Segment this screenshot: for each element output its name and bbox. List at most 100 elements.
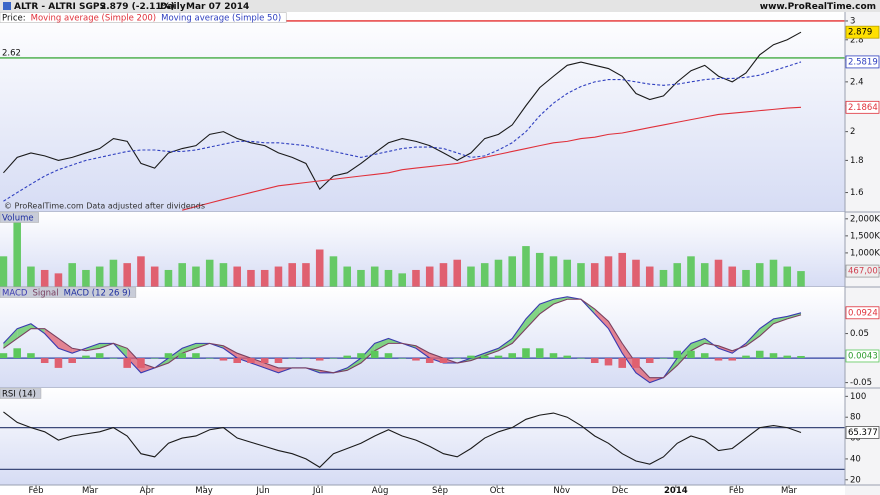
bar <box>742 269 750 287</box>
macd-ribbon <box>470 353 485 361</box>
y-tick-label: 1,500K <box>850 231 880 241</box>
bar <box>68 358 76 363</box>
value-tag <box>845 349 880 363</box>
macd-ribbon <box>512 318 526 344</box>
x-tick-label: Feb <box>729 486 744 495</box>
bar <box>233 266 241 287</box>
panel-background <box>0 287 845 388</box>
x-tick-label: Aug <box>372 486 389 495</box>
bar <box>604 358 613 366</box>
series-line <box>3 31 802 191</box>
macd-ribbon <box>677 343 691 366</box>
value-tag-label: 467,007 <box>848 267 880 277</box>
y-tick-label: -0.05 <box>850 378 872 388</box>
bar <box>728 266 737 287</box>
bar <box>494 259 503 287</box>
bar <box>467 266 475 287</box>
bar <box>494 355 503 359</box>
bar <box>40 358 49 363</box>
bar <box>54 358 63 368</box>
bar <box>13 222 21 287</box>
legend-label: Price: <box>2 14 26 24</box>
bar <box>687 350 695 359</box>
x-tick-label: Nov <box>553 486 570 495</box>
bar <box>247 358 255 363</box>
legend-label: MACD <box>2 289 28 299</box>
y-tick-label: 2,000K <box>850 214 880 224</box>
bar <box>412 269 420 287</box>
bar <box>755 350 764 359</box>
bar <box>618 252 627 287</box>
bar <box>535 252 544 287</box>
y-tick-label: 1.6 <box>850 188 864 198</box>
bar <box>480 355 489 359</box>
value-tag-label: 0.0043 <box>848 351 878 361</box>
bar <box>109 358 118 359</box>
y-tick-label: 100 <box>850 392 866 402</box>
bar <box>123 263 131 287</box>
panel-background <box>0 12 845 212</box>
value-tag <box>845 100 880 114</box>
bar <box>797 355 805 359</box>
bar <box>54 273 63 287</box>
legend-background <box>0 12 287 23</box>
macd-ribbon <box>718 345 733 354</box>
bar <box>123 358 131 368</box>
x-tick-label: Mar <box>82 486 99 495</box>
bar <box>522 348 530 359</box>
bar <box>728 358 737 361</box>
value-tag-label: 65.377 <box>848 428 878 438</box>
bar <box>453 358 462 359</box>
y-tick-label: 1.8 <box>850 156 864 166</box>
bar <box>137 256 145 287</box>
bar <box>384 353 393 359</box>
macd-ribbon <box>525 304 540 329</box>
period: Daily <box>160 2 186 12</box>
bar <box>343 355 351 359</box>
y-tick-label: 3 <box>850 16 855 26</box>
macd-ribbon <box>553 296 568 305</box>
bar <box>425 266 434 287</box>
bar <box>398 358 406 359</box>
macd-ribbon <box>635 362 650 383</box>
bar <box>150 358 159 359</box>
bar <box>453 259 462 287</box>
bar <box>288 263 296 287</box>
macd-ribbon <box>58 338 73 354</box>
bar <box>95 266 104 287</box>
bar <box>439 358 448 363</box>
series-line <box>182 106 802 211</box>
bar <box>178 263 186 287</box>
macd-ribbon <box>3 328 18 349</box>
bar <box>797 271 805 287</box>
bar <box>205 358 214 359</box>
bar <box>192 266 200 287</box>
bar <box>577 263 585 287</box>
bar <box>439 263 448 287</box>
bar <box>398 273 406 287</box>
y-tick-label: 2.8 <box>850 35 864 45</box>
bar <box>95 353 104 359</box>
header-icon <box>3 2 11 10</box>
x-tick-label: Sep <box>432 486 448 495</box>
bar <box>40 269 49 287</box>
macd-ribbon <box>690 338 705 351</box>
bar <box>714 259 723 287</box>
y-tick-label: 20 <box>850 475 861 485</box>
y-tick-label: 40 <box>850 454 861 464</box>
bar <box>233 358 241 363</box>
bar <box>82 269 90 287</box>
macd-ribbon <box>374 338 389 351</box>
bar <box>343 266 351 287</box>
x-tick-label: Jun <box>255 486 269 495</box>
bar <box>260 269 269 287</box>
instrument: ALTR - ALTRI SGPS <box>14 2 106 12</box>
axis-strip <box>845 12 880 495</box>
macd-ribbon <box>608 321 623 354</box>
value-tag <box>845 55 880 69</box>
bar <box>357 353 365 359</box>
macd-ribbon <box>182 343 196 354</box>
bar <box>109 259 118 287</box>
header-bar <box>0 0 880 12</box>
y-tick-label: 2 <box>850 127 855 137</box>
